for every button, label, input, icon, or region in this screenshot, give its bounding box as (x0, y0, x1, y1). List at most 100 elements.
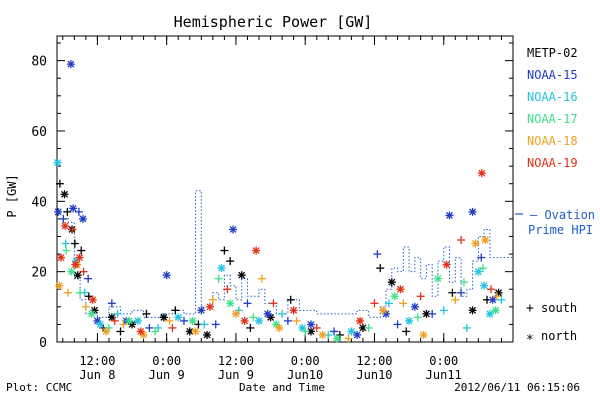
north-point (69, 204, 78, 213)
south-point (165, 316, 174, 325)
north-point (133, 316, 142, 325)
south-point (63, 207, 72, 216)
south-point (84, 274, 93, 283)
north-point (485, 309, 494, 318)
north-point (67, 267, 76, 276)
south-point (376, 264, 385, 273)
north-point (87, 309, 96, 318)
south-point (344, 334, 353, 343)
north-point (442, 260, 451, 269)
south-point (81, 302, 90, 311)
north-point (205, 302, 214, 311)
south-point (364, 323, 373, 332)
south-point (76, 288, 85, 297)
north-point (191, 327, 200, 336)
legend-ovation: Prime HPI (528, 223, 593, 237)
south-point (79, 267, 88, 276)
plot-timestamp: 2012/06/11 06:15:06 (454, 381, 580, 394)
south-point (487, 285, 496, 294)
south-point (286, 295, 295, 304)
chart-title: Hemispheric Power [GW] (174, 13, 373, 31)
legend-entry: NOAA-19 (527, 156, 578, 170)
south-point (200, 320, 209, 329)
north-point (73, 271, 82, 280)
y-axis-label: P [GW] (5, 174, 19, 217)
north-point (159, 313, 168, 322)
north-point (445, 211, 454, 220)
ovation-line (57, 190, 513, 318)
south-point (113, 309, 122, 318)
south-point (457, 288, 466, 297)
y-tick-label: 60 (31, 125, 47, 140)
north-point (471, 239, 480, 248)
north-point (66, 60, 75, 69)
y-tick-label: 40 (31, 195, 47, 210)
north-point (494, 288, 503, 297)
south-point (373, 250, 382, 259)
north-point (422, 309, 431, 318)
south-point (59, 214, 68, 223)
south-point (211, 320, 220, 329)
south-point (478, 264, 487, 273)
north-point (289, 306, 298, 315)
south-point (142, 309, 151, 318)
north-point (263, 309, 272, 318)
north-point (197, 306, 206, 315)
south-point (393, 320, 402, 329)
south-point (214, 274, 223, 283)
south-point (477, 253, 486, 262)
south-point (370, 299, 379, 308)
north-point (474, 267, 483, 276)
south-point (116, 327, 125, 336)
north-point (229, 225, 238, 234)
north-point (136, 327, 145, 336)
south-point (292, 316, 301, 325)
ovation-prime-hpi-series (57, 190, 513, 318)
legend-entry: METP-02 (527, 46, 578, 60)
north-point (61, 221, 70, 230)
north-point (102, 327, 111, 336)
north-point (252, 246, 261, 255)
south-point (428, 309, 437, 318)
south-point (74, 207, 83, 216)
south-point (151, 327, 160, 336)
north-point (480, 281, 489, 290)
south-point (171, 306, 180, 315)
south-point (70, 239, 79, 248)
north-point (88, 295, 97, 304)
south-point (249, 313, 258, 322)
south-point (312, 323, 321, 332)
south-point (179, 316, 188, 325)
chart-legend: METP-02 NOAA-15 NOAA-16 NOAA-17 NOAA-18 NOAA-… (515, 46, 595, 348)
x-tick-label-time: 0:00 (152, 354, 181, 368)
north-point (55, 281, 64, 290)
south-point (492, 292, 501, 301)
south-point (448, 288, 457, 297)
plot-credit: Plot: CCMC (6, 381, 72, 394)
north-point (318, 330, 327, 339)
y-tick-label: 0 (39, 336, 47, 351)
south-point (384, 299, 393, 308)
y-tick-label: 20 (31, 266, 47, 281)
south-point (462, 323, 471, 332)
north-point (387, 278, 396, 287)
north-point (481, 236, 490, 244)
north-point (410, 302, 419, 311)
marker-key-label: north (541, 329, 577, 343)
north-point (433, 274, 442, 283)
north-point (237, 271, 246, 280)
north-point (477, 169, 486, 178)
north-point (306, 320, 315, 329)
x-tick-label-date: Jun 9 (218, 368, 254, 382)
south-point (77, 246, 86, 255)
north-point (356, 316, 365, 325)
south-point (301, 327, 310, 336)
south-point (283, 316, 292, 325)
south-point (451, 295, 460, 304)
north-point (379, 306, 388, 315)
north-point (240, 316, 249, 325)
south-point (278, 309, 287, 318)
north-point (53, 158, 62, 167)
x-tick-label-date: Jun10 (356, 368, 392, 382)
